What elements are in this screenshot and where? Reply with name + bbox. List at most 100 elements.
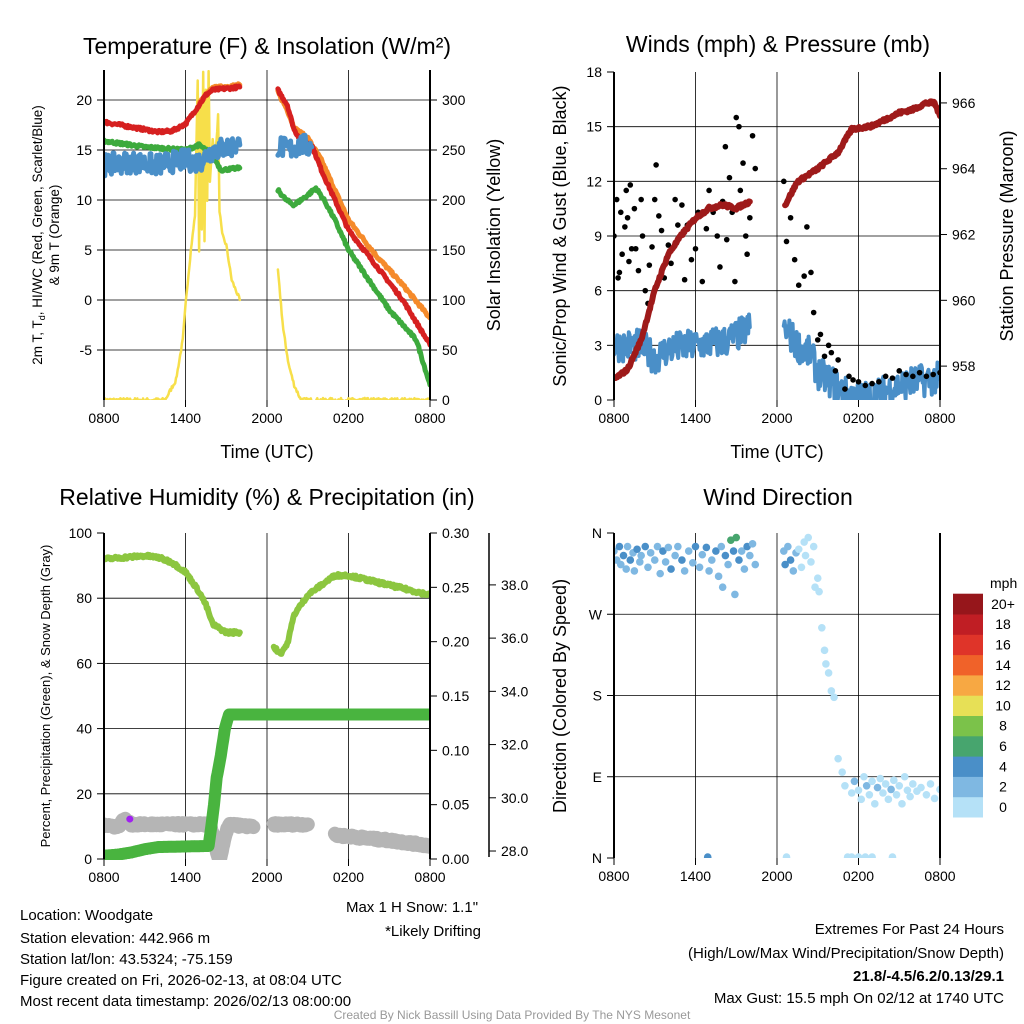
- y-tick-label: 6: [594, 283, 602, 299]
- direction-point: [678, 556, 686, 564]
- direction-point: [830, 693, 838, 702]
- series-line-segment: [614, 312, 752, 375]
- series-line-segment: [275, 132, 315, 159]
- colorbar-label: 14: [995, 657, 1011, 673]
- wind-direction-chart-title: Wind Direction: [703, 484, 853, 510]
- gust-point: [747, 214, 753, 221]
- direction-point: [751, 560, 760, 569]
- gust-point: [733, 114, 740, 121]
- series-line-segment: [104, 708, 430, 860]
- gust-point: [723, 236, 730, 243]
- gust-point: [628, 245, 635, 252]
- gust-point: [889, 375, 896, 381]
- direction-point: [884, 795, 893, 804]
- direction-point: [854, 786, 863, 795]
- y2-tick-label: 250: [442, 142, 466, 158]
- x-tick-label: 2000: [761, 868, 792, 884]
- direction-point: [898, 800, 906, 808]
- x-tick-label: 0800: [88, 410, 119, 426]
- gust-point: [780, 178, 787, 185]
- gust-point: [679, 202, 685, 208]
- x-tick-label: 0800: [414, 869, 445, 885]
- y2-tick-label: 0.20: [442, 634, 469, 650]
- direction-point: [731, 590, 739, 599]
- gust-point: [817, 331, 824, 338]
- gust-point: [846, 373, 852, 380]
- y-tick-label: 0: [594, 392, 602, 408]
- direction-point: [718, 583, 727, 591]
- direction-point: [876, 774, 885, 783]
- temperature-chart-title: Temperature (F) & Insolation (W/m²): [83, 33, 451, 59]
- gust-point: [651, 196, 658, 203]
- direction-point: [633, 545, 641, 554]
- y2-tick-label: 958: [952, 358, 976, 374]
- direction-point: [892, 791, 901, 799]
- direction-point: [824, 669, 833, 677]
- x-tick-label: 0200: [333, 869, 364, 885]
- direction-point: [857, 795, 866, 804]
- gust-point: [646, 262, 653, 268]
- gust-point: [876, 378, 882, 385]
- x-tick-label: 0800: [414, 410, 445, 426]
- direction-point: [691, 542, 700, 551]
- direction-point: [619, 551, 628, 560]
- direction-point: [746, 551, 754, 560]
- direction-point: [847, 789, 856, 797]
- gust-point: [825, 342, 832, 349]
- y2-tick-label: 0.00: [442, 851, 469, 867]
- y2-tick-label: 964: [952, 161, 976, 177]
- colorbar-swatch: [953, 735, 983, 757]
- direction-point: [698, 550, 707, 559]
- direction-point: [804, 533, 813, 542]
- gust-point: [732, 278, 738, 285]
- y-tick-label: 40: [76, 721, 92, 737]
- direction-point: [659, 547, 667, 555]
- direction-point: [841, 781, 849, 790]
- series-line-segment: [614, 198, 753, 382]
- direction-point: [860, 772, 868, 781]
- gust-point: [722, 143, 729, 150]
- gust-point: [658, 227, 665, 234]
- gust-point: [821, 353, 828, 360]
- temperature-y-axis-label: 2m T, Td, HI/WC (Red, Green, Scarlet/Blu…: [30, 105, 47, 365]
- direction-point: [926, 780, 935, 788]
- direction-point: [717, 542, 726, 551]
- y-tick-label: E: [593, 769, 602, 785]
- x-tick-label: 1400: [170, 410, 201, 426]
- direction-point: [616, 560, 625, 569]
- gust-point: [801, 273, 807, 279]
- series-line-segment: [781, 318, 940, 400]
- y-tick-label: W: [589, 606, 603, 622]
- colorbar-swatch: [953, 715, 983, 737]
- direction-point: [656, 569, 664, 578]
- direction-point: [881, 780, 890, 788]
- colorbar-swatch: [953, 796, 983, 818]
- gust-point: [623, 187, 630, 194]
- y-tick-label: N: [592, 850, 602, 866]
- gust-point: [916, 369, 923, 376]
- figure-created-text: Figure created on Fri, 2026-02-13, at 08…: [20, 972, 342, 989]
- direction-point: [636, 558, 644, 566]
- gust-point: [862, 382, 869, 389]
- y-tick-label: 10: [76, 192, 92, 208]
- humidity-y-axis-label: Percent, Precipitation (Green), & Snow D…: [38, 545, 53, 848]
- colorbar-swatch: [953, 695, 983, 716]
- gust-point: [850, 377, 856, 383]
- gust-point: [882, 373, 889, 380]
- y-tick-label: 20: [76, 92, 92, 108]
- x-tick-label: 0800: [924, 868, 955, 884]
- extremes-title: Extremes For Past 24 Hours: [815, 921, 1004, 938]
- direction-point: [865, 791, 874, 799]
- series-line-segment: [104, 83, 243, 136]
- direction-point: [786, 556, 795, 564]
- gust-point: [903, 371, 909, 378]
- colorbar-title: mph: [990, 575, 1017, 591]
- direction-point: [724, 560, 732, 569]
- y2-tick-label: 0.15: [442, 688, 469, 704]
- gust-point: [791, 256, 798, 263]
- speed-colorbar: mph 0 2 4 6 8 10 12 14 16 18 20+: [953, 575, 1017, 818]
- direction-point: [868, 853, 876, 858]
- colorbar-swatch: [953, 654, 983, 676]
- direction-point: [834, 754, 842, 763]
